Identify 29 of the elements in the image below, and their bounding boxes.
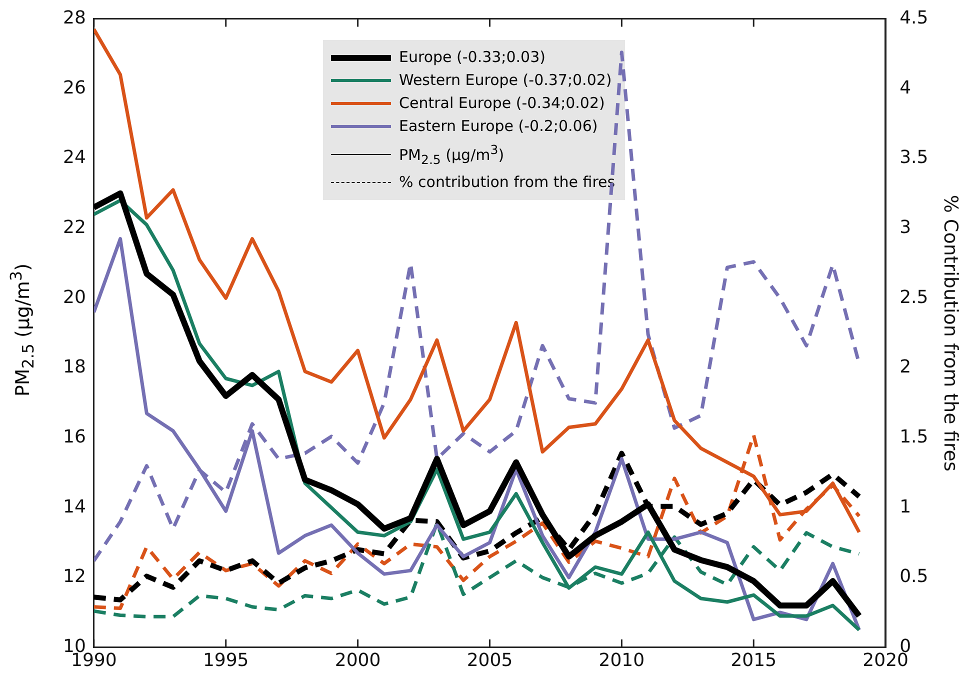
y2-tick-label: 1 xyxy=(900,496,912,518)
legend-label: Western Europe (-0.37;0.02) xyxy=(399,70,612,91)
y-tick-label: 16 xyxy=(63,426,86,448)
y2-tick-label: 4.5 xyxy=(900,7,928,28)
y-tick-label: 12 xyxy=(63,566,86,588)
legend-label: Central Europe (-0.34;0.02) xyxy=(399,93,605,114)
legend-label: PM$_{2.5}$ (µg/m$^{3}$) xyxy=(399,141,504,169)
y-tick-label: 24 xyxy=(63,147,86,168)
y-tick-label: 18 xyxy=(63,356,86,378)
x-tick-label: 2000 xyxy=(334,650,381,671)
y-tick-label: 14 xyxy=(63,496,86,518)
y2-tick-label: 1.5 xyxy=(900,426,928,448)
y2-axis-title: % Contribution from the fires xyxy=(940,194,962,472)
y-tick-label: 28 xyxy=(63,7,86,28)
y-tick-label: 20 xyxy=(63,286,86,308)
x-tick-label: 2010 xyxy=(598,650,645,671)
y2-tick-label: 3.5 xyxy=(900,147,928,168)
x-tick-label: 2005 xyxy=(466,650,513,671)
y2-tick-label: 0.5 xyxy=(900,566,928,588)
legend-label: Eastern Europe (-0.2;0.06) xyxy=(399,116,598,137)
y2-tick-label: 2.5 xyxy=(900,286,928,308)
y-tick-label: 22 xyxy=(63,217,86,238)
y2-tick-label: 4 xyxy=(900,77,912,98)
y2-tick-label: 2 xyxy=(900,356,912,378)
x-tick-label: 1995 xyxy=(202,650,249,671)
y-tick-label: 26 xyxy=(63,77,86,98)
y2-tick-label: 3 xyxy=(900,217,912,238)
legend-label: Europe (-0.33;0.03) xyxy=(399,47,546,68)
x-tick-label: 2015 xyxy=(730,650,777,671)
